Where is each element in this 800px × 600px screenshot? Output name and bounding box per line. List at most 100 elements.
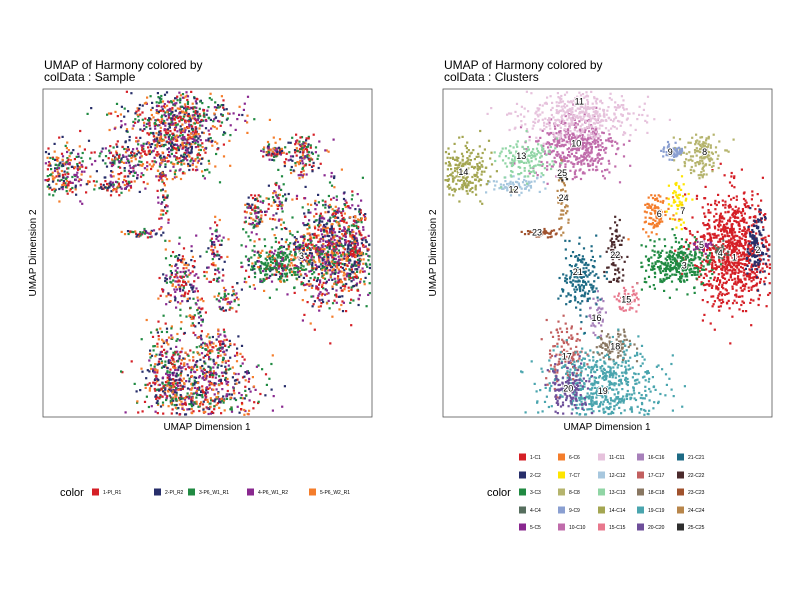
data-point — [331, 256, 334, 259]
data-point — [338, 236, 341, 239]
data-point — [275, 254, 278, 257]
data-point — [186, 275, 189, 278]
data-point — [284, 275, 287, 278]
data-point — [277, 168, 280, 171]
data-point — [175, 306, 178, 309]
data-point — [719, 162, 722, 165]
data-point — [746, 273, 749, 277]
data-point — [163, 159, 166, 162]
data-point — [264, 245, 267, 248]
data-point — [249, 239, 252, 242]
data-point — [258, 238, 261, 241]
data-point — [316, 297, 319, 300]
data-point — [300, 146, 304, 149]
data-point — [225, 382, 228, 385]
data-point — [307, 280, 311, 283]
data-point — [190, 158, 193, 161]
data-point — [222, 395, 225, 398]
data-point — [334, 245, 337, 248]
data-point — [300, 136, 304, 139]
data-point — [168, 378, 171, 381]
data-point — [193, 392, 196, 395]
data-point — [58, 187, 61, 191]
data-point — [365, 305, 368, 308]
data-point — [169, 368, 172, 371]
data-point — [191, 157, 194, 160]
data-point — [198, 386, 201, 389]
data-point — [58, 136, 61, 139]
data-point — [57, 179, 60, 182]
data-point — [169, 275, 172, 278]
data-point — [83, 148, 86, 151]
data-point — [178, 378, 181, 382]
data-point — [765, 305, 768, 308]
data-point — [265, 251, 268, 254]
data-point — [181, 128, 184, 131]
data-point — [323, 217, 326, 220]
data-point — [731, 271, 734, 274]
data-point — [177, 374, 180, 377]
data-point — [186, 363, 189, 366]
data-point — [155, 388, 158, 391]
data-point — [309, 258, 312, 262]
data-point — [301, 299, 304, 302]
data-point — [181, 93, 185, 96]
data-point — [257, 260, 261, 263]
data-point — [187, 147, 190, 150]
data-point — [337, 275, 340, 278]
data-point — [316, 253, 319, 256]
data-point — [364, 239, 367, 242]
data-point — [123, 178, 126, 182]
data-point — [704, 197, 707, 200]
data-point — [311, 158, 314, 161]
data-point — [337, 271, 340, 274]
data-point — [738, 239, 741, 242]
data-point — [271, 354, 274, 357]
data-point — [207, 412, 210, 416]
data-point — [280, 188, 283, 191]
data-point — [328, 206, 331, 209]
data-point — [213, 405, 216, 408]
data-point — [182, 135, 185, 138]
data-point — [354, 268, 357, 271]
data-point — [742, 234, 745, 237]
data-point — [199, 311, 202, 314]
data-point — [229, 396, 232, 399]
data-point — [154, 410, 157, 413]
data-point — [748, 261, 751, 265]
data-point — [152, 345, 155, 348]
data-point — [294, 140, 298, 143]
data-point — [365, 252, 368, 256]
data-point — [349, 248, 352, 251]
data-point — [222, 236, 225, 239]
data-point — [339, 265, 343, 269]
data-point — [271, 409, 274, 412]
data-point — [177, 145, 180, 148]
data-point — [304, 273, 307, 276]
data-point — [98, 155, 101, 158]
data-point — [71, 191, 74, 194]
data-point — [171, 386, 174, 389]
data-point — [250, 231, 253, 234]
data-point — [301, 157, 304, 160]
data-point — [172, 114, 175, 118]
data-point — [718, 292, 721, 295]
data-point — [730, 223, 733, 226]
data-point — [208, 171, 211, 174]
data-point — [209, 344, 212, 347]
data-point — [294, 254, 297, 257]
data-point — [294, 273, 297, 276]
data-point — [235, 382, 238, 385]
data-point — [174, 121, 177, 125]
data-point — [358, 247, 361, 250]
data-point — [216, 106, 219, 109]
data-point — [195, 376, 198, 379]
data-point — [274, 200, 277, 203]
data-point — [145, 101, 148, 104]
data-point — [330, 237, 333, 240]
data-point — [304, 164, 307, 167]
data-point — [66, 141, 69, 144]
data-point — [362, 243, 365, 247]
data-point — [171, 251, 175, 254]
data-point — [316, 252, 319, 255]
